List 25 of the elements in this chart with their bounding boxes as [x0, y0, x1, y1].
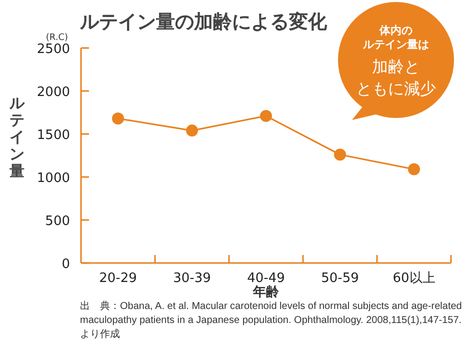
x-tick-label: 40-49 — [247, 271, 285, 286]
text: (R.C) — [46, 33, 68, 43]
x-axis-title: 年齢 — [252, 285, 280, 300]
text: 出 典：Obana, A. et al. Macular carotenoid levels of normal subjects and age-related maculopathy patients in a Japanese population. Ophthalmology. 2008,115(1),147-157. より作成 — [80, 300, 463, 342]
y-axis-title: ルテイン量 — [8, 94, 26, 180]
text: 体内の — [378, 24, 412, 37]
annotation: ルテイン量は — [362, 38, 429, 51]
y-tick-label: 0 — [62, 257, 70, 272]
point — [334, 148, 346, 161]
x-tick-label: 50-59 — [321, 271, 359, 286]
y-tick-label: 2500 — [36, 42, 70, 57]
annotation: 加齢と — [372, 57, 420, 76]
point — [186, 124, 198, 137]
annotation: ともに減少 — [356, 79, 436, 98]
x-tick-label: 30-39 — [173, 271, 211, 286]
y-tick-label: 1000 — [36, 171, 70, 186]
x-tick-label: 20-29 — [99, 271, 137, 286]
y-tick-label: 2000 — [36, 85, 70, 100]
point — [260, 110, 272, 122]
chart-title: ルテイン量の加齢による変化 — [79, 11, 328, 33]
y-tick-label: 1500 — [36, 128, 70, 143]
point — [112, 112, 124, 125]
x-tick-label: 60以上 — [392, 271, 436, 286]
point — [408, 163, 420, 176]
y-tick-label: 500 — [45, 214, 70, 229]
